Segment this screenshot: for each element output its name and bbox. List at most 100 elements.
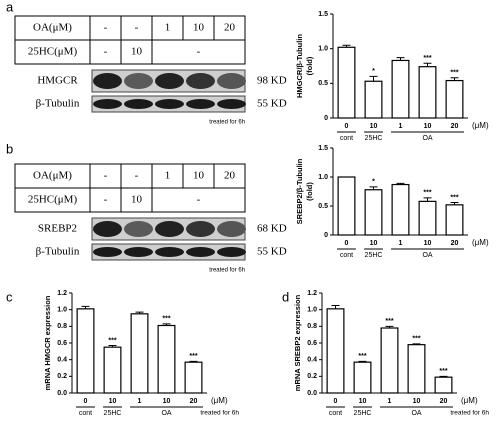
x-unit: (μM) (472, 238, 489, 247)
band-size: 98 KD (257, 75, 287, 87)
y-tick-label: 0.5 (318, 80, 328, 87)
blot-band (155, 247, 184, 257)
row-label: 25HC(μM) (28, 46, 78, 58)
x-tick-label: 20 (451, 240, 459, 247)
group-label: cont (340, 252, 353, 259)
table-cell-text: - (197, 194, 201, 206)
x-tick-label: 1 (399, 240, 403, 247)
significance: *** (450, 194, 458, 201)
group-label: cont (340, 135, 353, 142)
blot-band (217, 73, 246, 89)
x-tick-label: 10 (413, 398, 421, 405)
group-label: 25HC (104, 410, 122, 417)
x-tick-label: 0 (334, 398, 338, 405)
group-label: 25HC (365, 135, 383, 142)
group-label: OA (422, 135, 432, 142)
significance: *** (450, 70, 458, 77)
error-bar (369, 75, 378, 82)
x-tick-label: 10 (370, 240, 378, 247)
band-size: 55 KD (257, 246, 287, 258)
table-cell-text: - (197, 46, 201, 58)
blot-band (186, 99, 215, 109)
y-axis-label: (fold) (305, 182, 314, 201)
error-bar (423, 197, 432, 202)
y-tick-label: 0.8 (307, 323, 317, 330)
blot-band (93, 99, 122, 109)
x-tick-label: 10 (424, 240, 432, 247)
bar (391, 59, 410, 119)
y-tick-label: 0.2 (57, 373, 67, 380)
group-label: OA (411, 410, 421, 417)
x-unit: (μM) (461, 396, 478, 405)
table-cell-text: 10 (193, 22, 205, 34)
bar (103, 346, 122, 394)
table-cell-text: - (135, 22, 139, 34)
x-tick-label: 10 (370, 123, 378, 130)
x-tick-label: 20 (190, 398, 198, 405)
error-bar (385, 325, 394, 328)
significance: *** (385, 318, 393, 325)
y-tick-label: 0.4 (307, 357, 317, 364)
table-cell-text: - (104, 170, 108, 182)
bar (418, 200, 437, 236)
bar (445, 79, 464, 119)
y-axis-label: SREBP2/β-Tubulin (295, 158, 304, 224)
error-bar (108, 345, 117, 348)
x-tick-label: 20 (440, 398, 448, 405)
x-tick-label: 0 (345, 123, 349, 130)
bar (364, 80, 383, 119)
significance: *** (108, 337, 116, 344)
blot-band (124, 73, 153, 89)
chart-note: treated for 6h (200, 410, 239, 417)
y-axis-label: mRNA HMGCR expression (43, 295, 52, 390)
significance: *** (412, 336, 420, 343)
x-unit: (μM) (472, 121, 489, 130)
error-bar (439, 375, 448, 378)
table-cell-text: 10 (131, 46, 143, 58)
group-label: 25HC (365, 252, 383, 259)
table-cell-text: 1 (165, 170, 171, 182)
y-tick-label: 0.0 (307, 390, 317, 397)
error-bar (396, 182, 405, 185)
y-axis-label: HMGCR/β-Tubulin (295, 34, 304, 98)
table-cell (151, 187, 246, 213)
blot-band (124, 247, 153, 257)
table-cell-text: 10 (131, 194, 143, 206)
y-tick-label: 0.6 (307, 340, 317, 347)
blot-band (155, 99, 184, 109)
blot-band (93, 247, 122, 257)
blot-band (217, 99, 246, 109)
y-tick-label: 0.2 (307, 373, 317, 380)
error-bar (450, 202, 459, 205)
bar (76, 308, 95, 394)
error-bar (369, 186, 378, 190)
x-tick-label: 10 (109, 398, 117, 405)
x-tick-label: 10 (163, 398, 171, 405)
y-tick-label: 0.5 (318, 203, 328, 210)
table-cell (151, 39, 246, 65)
significance: *** (439, 368, 447, 375)
band-size: 55 KD (257, 98, 287, 110)
x-tick-label: 10 (359, 398, 367, 405)
group-label: cont (79, 410, 92, 417)
table-cell-text: 20 (224, 170, 236, 182)
error-bar (81, 305, 90, 309)
y-tick-label: 1.2 (57, 290, 67, 297)
bar (130, 313, 149, 394)
error-bar (450, 77, 459, 81)
panel-label: a (6, 0, 14, 14)
table-cell-text: - (104, 22, 108, 34)
significance: * (372, 179, 375, 186)
band-label: β-Tubulin (36, 246, 80, 258)
error-bar (162, 323, 171, 326)
y-axis-label: mRNA SREBP2 expression (293, 294, 302, 391)
table-cell-text: - (135, 170, 139, 182)
blot-band (93, 221, 122, 237)
blot-band (186, 247, 215, 257)
bar (418, 66, 437, 119)
y-axis-label: (fold) (305, 56, 314, 75)
y-tick-label: 0 (324, 115, 328, 122)
band-label: β-Tubulin (36, 98, 80, 110)
bar (407, 344, 426, 394)
